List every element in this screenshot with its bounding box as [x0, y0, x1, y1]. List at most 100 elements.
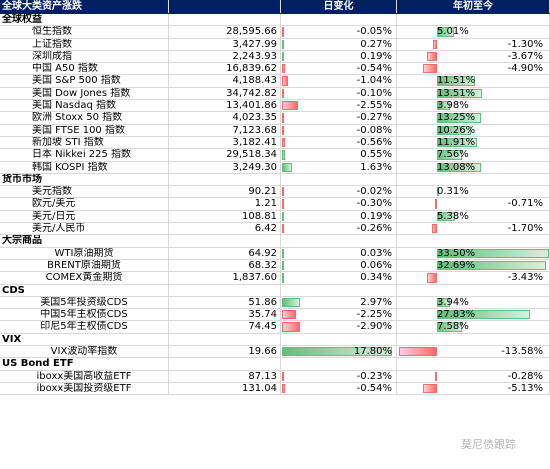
day-change-cell: -0.26% — [280, 223, 396, 235]
asset-price: 4,023.35 — [168, 112, 280, 124]
asset-price: 1.21 — [168, 198, 280, 210]
section-title: 大宗商品 — [2, 235, 42, 247]
ytd-header: 年初至今 — [396, 0, 550, 13]
asset-price: 74.45 — [168, 321, 280, 333]
asset-price: 3,249.30 — [168, 161, 280, 173]
ytd-change-value: 10.26% — [437, 124, 476, 136]
ytd-change-bar — [437, 310, 531, 320]
ytd-change-cell: -13.58% — [396, 346, 550, 358]
table-title: 全球大类资产涨跌 — [2, 1, 82, 12]
section-row: 全球权益 — [0, 14, 550, 27]
asset-price: 1,837.60 — [168, 272, 280, 284]
day-change-cell: -0.02% — [280, 186, 396, 198]
ytd-change-value: 13.25% — [437, 112, 476, 124]
ytd-change-value: 3.94% — [437, 296, 469, 308]
empty-cell — [396, 173, 550, 186]
ytd-change-bar — [437, 27, 454, 37]
ytd-change-bar — [437, 248, 549, 258]
day-change-cell: 0.19% — [280, 210, 396, 223]
ytd-change-cell: -3.67% — [396, 50, 550, 63]
empty-cell — [280, 358, 396, 370]
asset-name: 美国5年投资级CDS — [40, 296, 128, 308]
day-change-bar — [282, 260, 284, 271]
day-change-value: -0.23% — [356, 370, 392, 382]
day-change-value: 0.19% — [360, 210, 392, 222]
ytd-change-value: -4.90% — [507, 63, 543, 75]
table-row: 恒生指数 28,595.66 -0.05% 5.01% — [0, 26, 550, 39]
day-change-cell: 2.97% — [280, 296, 396, 309]
asset-name: 美元/人民币 — [32, 223, 86, 235]
day-change-value: -0.02% — [356, 186, 392, 198]
table-row: 欧洲 Stoxx 50 指数 4,023.35 -0.27% 13.25% — [0, 112, 550, 125]
ytd-change-bar — [437, 260, 547, 271]
section-row: VIX — [0, 333, 550, 347]
day-change-bar — [282, 51, 284, 62]
day-change-cell: -2.90% — [280, 321, 396, 333]
day-change-value: 1.63% — [360, 161, 392, 173]
asset-price: 35.74 — [168, 309, 280, 321]
day-change-cell: -0.23% — [280, 370, 396, 382]
table-header: 全球大类资产涨跌 日变化 年初至今 — [0, 0, 550, 14]
day-change-cell: -0.27% — [280, 112, 396, 124]
day-change-value: 0.55% — [360, 149, 392, 161]
table-row: WTI原油期货 64.92 0.03% 33.50% — [0, 247, 550, 260]
ytd-change-value: 27.83% — [437, 309, 476, 321]
day-change-bar — [282, 125, 284, 135]
watermark: 莫尼债跟踪 — [461, 438, 516, 451]
ytd-change-cell: -5.13% — [396, 382, 550, 395]
ytd-change-cell: 11.91% — [396, 136, 550, 149]
asset-name: 恒生指数 — [32, 26, 72, 38]
empty-cell — [168, 14, 280, 26]
ytd-change-bar — [437, 211, 455, 222]
ytd-change-cell: -3.43% — [396, 272, 550, 284]
day-change-value: -2.25% — [356, 309, 392, 321]
asset-price: 68.32 — [168, 259, 280, 272]
day-change-value: -0.30% — [356, 198, 392, 210]
empty-cell — [168, 173, 280, 186]
day-change-value: 0.03% — [360, 247, 392, 259]
table-row: 深圳成指 2,243.93 0.19% -3.67% — [0, 50, 550, 64]
empty-cell — [280, 333, 396, 346]
day-change-bar — [282, 27, 284, 37]
asset-price: 3,427.99 — [168, 38, 280, 50]
ytd-change-bar — [437, 322, 463, 332]
asset-price: 29,518.34 — [168, 149, 280, 161]
day-change-value: -0.56% — [356, 136, 392, 148]
day-change-cell: -0.08% — [280, 124, 396, 136]
table-row: 美国 S&P 500 指数 4,188.43 -1.04% 11.51% — [0, 75, 550, 88]
day-change-bar — [282, 76, 289, 86]
asset-performance-table: 全球大类资产涨跌 日变化 年初至今 全球权益 恒生指数 28,595.66 -0.05… — [0, 0, 550, 396]
asset-name: BRENT原油期货 — [47, 259, 121, 271]
asset-price: 34,742.82 — [168, 87, 280, 100]
day-change-cell: -0.30% — [280, 198, 396, 210]
ytd-change-bar — [437, 101, 451, 111]
section-title: CDS — [2, 284, 25, 296]
ytd-change-bar — [437, 150, 463, 160]
asset-name: 中国 A50 指数 — [32, 63, 98, 75]
section-row: 大宗商品 — [0, 235, 550, 248]
day-change-cell: 0.03% — [280, 247, 396, 259]
day-change-bar — [282, 199, 284, 209]
asset-price: 131.04 — [168, 382, 280, 395]
ytd-change-value: 5.38% — [437, 210, 469, 222]
day-change-value: 17.80% — [353, 346, 392, 358]
ytd-change-cell: 27.83% — [396, 309, 550, 321]
asset-price: 90.21 — [168, 186, 280, 198]
ytd-change-cell: 33.50% — [396, 247, 550, 259]
asset-price: 64.92 — [168, 247, 280, 259]
ytd-change-value: -5.13% — [507, 382, 543, 394]
ytd-change-cell: 0.31% — [396, 186, 550, 198]
ytd-change-cell: -4.90% — [396, 63, 550, 75]
section-title: 货币市场 — [2, 173, 42, 185]
ytd-change-value: -13.58% — [501, 346, 543, 358]
ytd-change-cell: 3.94% — [396, 296, 550, 309]
ytd-change-value: 0.31% — [437, 186, 469, 198]
ytd-change-value: 7.56% — [437, 149, 469, 161]
ytd-change-bar — [437, 297, 451, 308]
asset-price: 6.42 — [168, 223, 280, 235]
ytd-change-value: 3.98% — [437, 100, 469, 112]
empty-cell — [396, 333, 550, 346]
day-change-cell: 0.34% — [280, 272, 396, 284]
table-row: 美国5年投资级CDS 51.86 2.97% 3.94% — [0, 296, 550, 310]
ytd-change-cell: 3.98% — [396, 100, 550, 112]
